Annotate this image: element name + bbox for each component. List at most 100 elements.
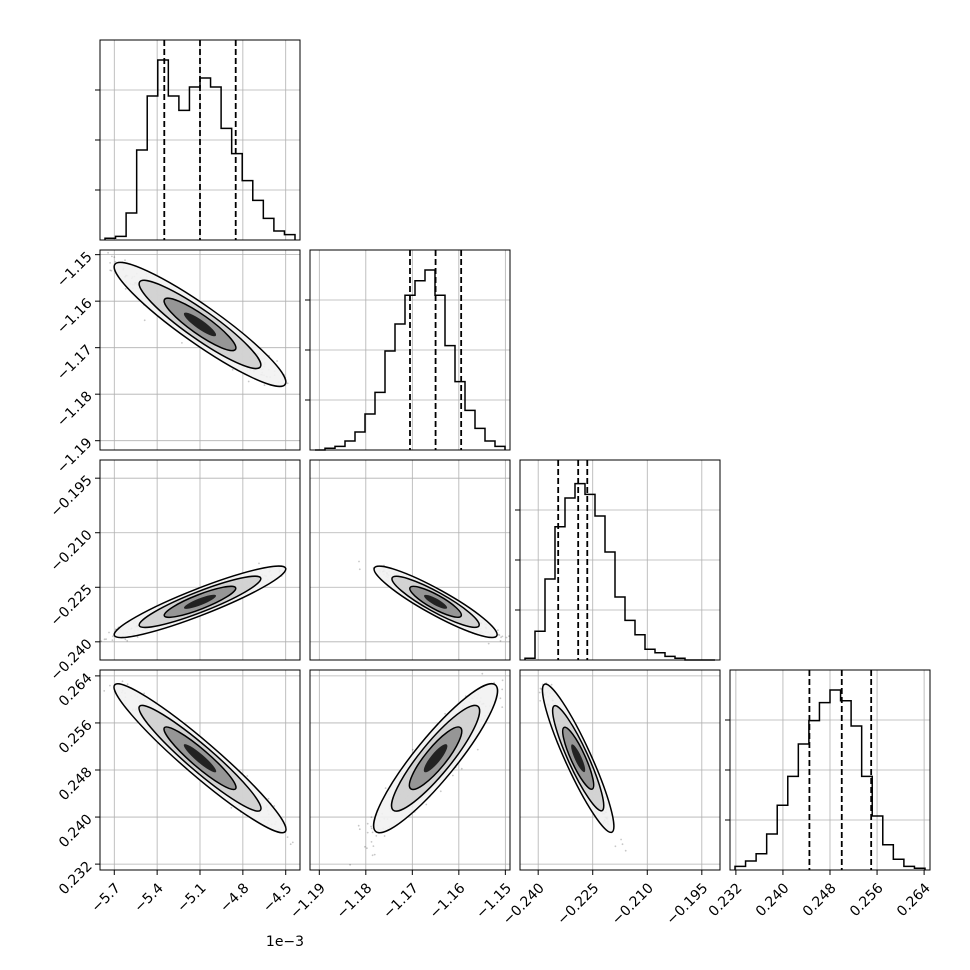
scatter-point <box>476 748 479 751</box>
x-tick-label-3-3: 0.256 <box>847 880 887 920</box>
scatter-point <box>499 697 502 700</box>
scatter-point <box>505 636 508 639</box>
scatter-point <box>538 691 541 694</box>
scatter-point <box>357 824 360 827</box>
scatter-point <box>497 633 500 636</box>
scatter-point <box>364 845 366 848</box>
scatter-point <box>499 640 502 642</box>
scatter-point <box>439 790 442 793</box>
density-peak-3-1 <box>423 744 448 773</box>
scatter-point <box>247 380 250 383</box>
scatter-point <box>366 847 368 850</box>
scatter-point <box>113 256 116 258</box>
scatter-frame-1-0 <box>99 249 301 451</box>
scatter-panel-3-1 <box>309 669 511 871</box>
scatter-point <box>372 845 375 847</box>
scatter-point <box>370 841 373 843</box>
scatter-point <box>501 688 504 691</box>
scatter-point <box>508 635 510 638</box>
histogram-0 <box>104 59 296 240</box>
x-tick-label-1-3: −1.16 <box>427 880 469 922</box>
density-peak-2-0 <box>183 594 217 609</box>
histogram-panel-1 <box>305 249 511 451</box>
scatter-point <box>614 845 617 848</box>
scatter-point <box>109 262 111 264</box>
scatter-point <box>109 684 111 687</box>
scatter-point <box>286 382 289 385</box>
x-tick-label-0-0: −5.7 <box>89 880 124 915</box>
scatter-point <box>124 288 127 290</box>
scatter-point <box>550 683 553 686</box>
scatter-point <box>487 642 490 645</box>
scatter-point <box>291 841 294 844</box>
scatter-panel-2-0 <box>99 459 301 661</box>
scatter-point <box>124 259 126 262</box>
x-tick-label-3-1: 0.240 <box>753 880 793 920</box>
scatter-point <box>273 805 276 807</box>
histogram-frame-2 <box>519 459 721 661</box>
scatter-panel-3-2 <box>519 669 721 871</box>
density-peak-1-0 <box>183 312 217 337</box>
scatter-frame-3-1 <box>309 669 511 871</box>
histogram-frame-1 <box>309 249 511 451</box>
histogram-frame-0 <box>99 39 301 241</box>
scatter-point <box>498 634 501 636</box>
scatter-point <box>370 827 373 830</box>
scatter-panel-1-0 <box>99 249 301 451</box>
x-tick-label-0-1: −5.4 <box>131 880 166 915</box>
x-tick-label-3-4: 0.264 <box>894 880 934 920</box>
scatter-point <box>371 854 374 857</box>
x-offset-label-0: 1e−3 <box>266 934 304 950</box>
y-tick-label-3-1: 0.240 <box>56 811 96 851</box>
scatter-point <box>143 692 146 695</box>
scatter-frame-2-1 <box>309 459 511 661</box>
scatter-point <box>103 638 106 641</box>
x-tick-label-1-1: −1.18 <box>334 880 376 922</box>
scatter-point <box>366 831 369 834</box>
scatter-point <box>383 835 386 837</box>
scatter-point <box>267 797 270 800</box>
y-tick-label-2-3: −0.195 <box>48 473 96 521</box>
scatter-point <box>276 360 278 362</box>
scatter-point <box>539 687 542 690</box>
scatter-point <box>358 560 360 563</box>
scatter-point <box>460 767 463 770</box>
scatter-point <box>107 251 109 254</box>
scatter-point <box>289 843 292 846</box>
y-tick-label-1-3: −1.16 <box>54 295 96 337</box>
scatter-frame-3-2 <box>519 669 721 871</box>
scatter-point <box>246 775 249 777</box>
density-peak-2-1 <box>424 594 448 609</box>
scatter-point <box>349 863 351 866</box>
scatter-point <box>501 635 504 638</box>
scatter-point <box>126 683 129 686</box>
scatter-point <box>500 636 502 639</box>
scatter-point <box>103 690 106 692</box>
scatter-point <box>370 816 373 819</box>
histogram-3 <box>734 689 926 870</box>
scatter-point <box>124 638 127 641</box>
scatter-point <box>497 629 499 632</box>
x-tick-label-0-3: −4.8 <box>217 880 252 915</box>
x-tick-label-3-2: 0.248 <box>800 880 840 920</box>
scatter-point <box>136 636 139 638</box>
scatter-point <box>620 838 622 841</box>
scatter-panel-3-0 <box>99 669 301 871</box>
x-tick-label-2-3: −0.195 <box>663 880 711 928</box>
x-tick-label-0-2: −5.1 <box>174 880 209 915</box>
y-tick-label-2-1: −0.225 <box>48 582 96 630</box>
x-tick-label-1-0: −1.19 <box>287 880 329 922</box>
y-tick-label-1-1: −1.18 <box>54 389 96 431</box>
scatter-point <box>231 368 234 371</box>
scatter-point <box>111 255 113 258</box>
scatter-point <box>425 803 428 806</box>
scatter-point <box>105 638 107 640</box>
scatter-point <box>501 706 504 708</box>
scatter-point <box>121 680 124 683</box>
histogram-panel-2 <box>515 459 721 661</box>
scatter-point <box>481 672 484 675</box>
y-tick-label-3-2: 0.248 <box>56 764 96 804</box>
scatter-point <box>100 640 103 643</box>
scatter-frame-2-0 <box>99 459 301 661</box>
